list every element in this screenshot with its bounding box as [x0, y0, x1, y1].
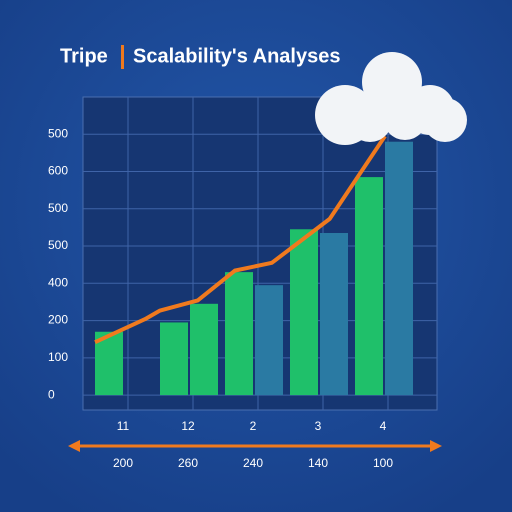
bar	[385, 141, 413, 396]
cloud	[315, 52, 467, 145]
chart-subtitle: Scalability's Analyses	[133, 45, 340, 67]
bottom-label: 260	[178, 456, 198, 470]
y-tick-label: 400	[48, 275, 68, 289]
y-tick-label: 100	[48, 350, 68, 364]
bar	[95, 331, 123, 396]
bottom-label: 140	[308, 456, 328, 470]
bottom-label: 100	[373, 456, 393, 470]
x-tick-label: 3	[315, 419, 322, 433]
bottom-label: 200	[113, 456, 133, 470]
x-tick-label: 12	[181, 419, 195, 433]
bar	[225, 272, 253, 396]
bar	[160, 322, 188, 396]
y-tick-label: 200	[48, 313, 68, 327]
bar	[190, 303, 218, 396]
title-separator	[121, 45, 124, 69]
y-tick-label: 500	[48, 126, 68, 140]
bar	[320, 233, 348, 396]
y-tick-label: 500	[48, 201, 68, 215]
y-tick-label: 500	[48, 238, 68, 252]
bar	[290, 229, 318, 396]
y-tick-label: 0	[48, 387, 55, 401]
x-tick-label: 11	[117, 419, 130, 433]
x-tick-label: 4	[380, 419, 387, 433]
trend-line	[94, 135, 387, 344]
x-tick-label: 2	[250, 419, 257, 433]
y-tick-label: 600	[48, 164, 68, 178]
bar	[355, 177, 383, 396]
bar	[255, 285, 283, 396]
chart-title: Tripe	[60, 45, 108, 67]
bottom-label: 240	[243, 456, 263, 470]
